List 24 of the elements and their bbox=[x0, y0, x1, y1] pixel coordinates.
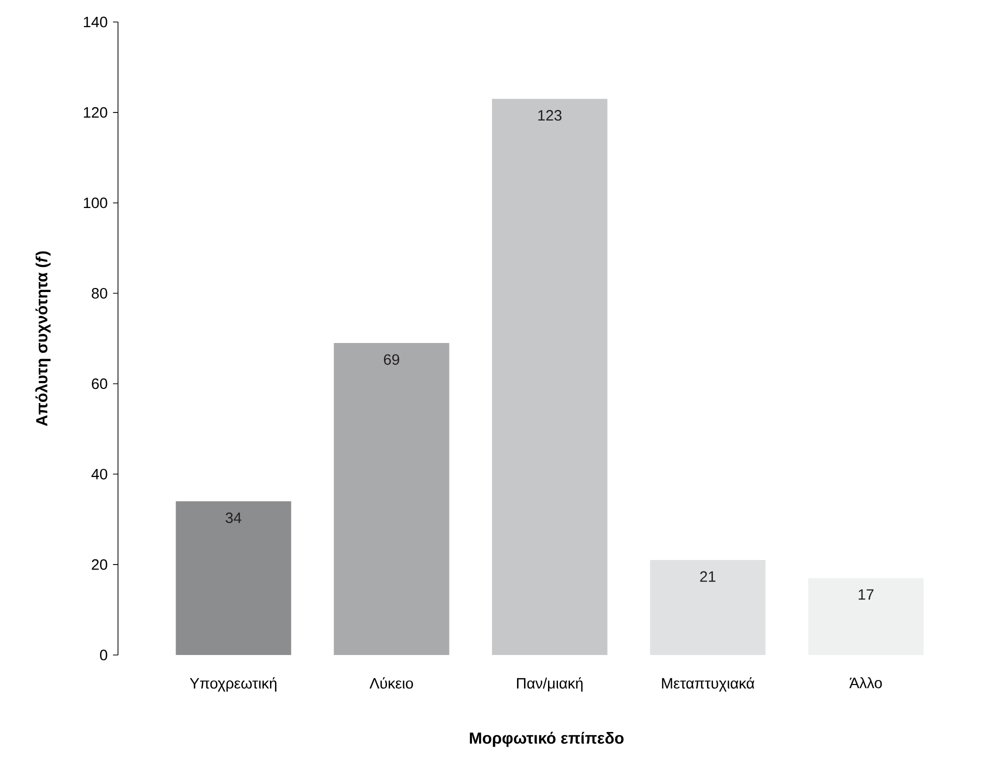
data-label: 69 bbox=[384, 354, 400, 365]
y-tick-label: 60 bbox=[92, 378, 108, 390]
data-label: 17 bbox=[858, 589, 874, 600]
x-tick-label: Λύκειο bbox=[370, 677, 413, 689]
y-tick-label: 140 bbox=[84, 16, 108, 28]
bar bbox=[650, 560, 766, 655]
y-tick-label: 100 bbox=[84, 198, 108, 208]
y-tick-label: 120 bbox=[84, 107, 108, 118]
bar bbox=[176, 501, 292, 655]
x-tick-label: Άλλο bbox=[849, 677, 882, 688]
data-label: 34 bbox=[226, 512, 242, 524]
x-tick-label: Μεταπτυχιακά bbox=[662, 677, 754, 692]
bar bbox=[492, 98, 608, 655]
y-tick-label: 40 bbox=[91, 468, 108, 480]
y-tick-label: 80 bbox=[92, 288, 108, 299]
data-label: 123 bbox=[538, 110, 562, 121]
data-label: 21 bbox=[700, 571, 716, 582]
y-tick-label: 0 bbox=[100, 650, 108, 660]
x-axis-title: Μορφωτικό επίπεδο bbox=[470, 732, 624, 747]
x-tick-label: Παν/μιακή bbox=[517, 677, 583, 692]
y-tick-label: 20 bbox=[92, 559, 108, 570]
y-axis-title: Απόλυτη συχνότητα (f) bbox=[35, 251, 51, 426]
x-tick-label: Υποχρεωτική bbox=[190, 677, 276, 692]
bar bbox=[334, 343, 450, 655]
